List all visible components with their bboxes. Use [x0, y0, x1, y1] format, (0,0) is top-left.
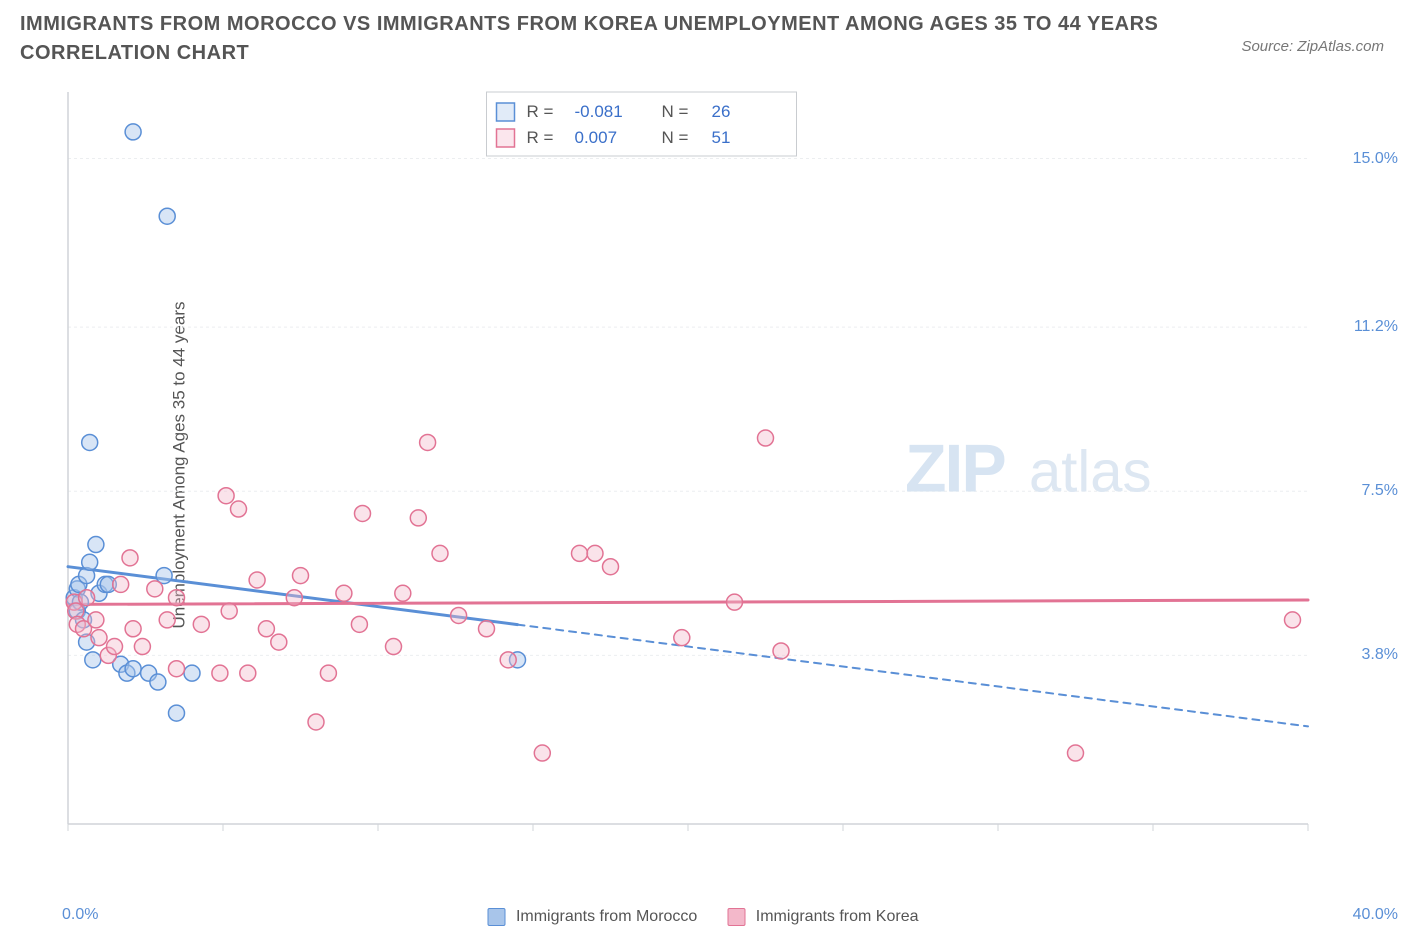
- x-axis-max-label: 40.0%: [1353, 906, 1398, 924]
- legend-swatch-morocco: [488, 908, 506, 926]
- source-attribution: Source: ZipAtlas.com: [1241, 38, 1384, 55]
- svg-text:R =: R =: [527, 128, 554, 147]
- svg-text:R =: R =: [527, 102, 554, 121]
- chart-svg: ZIP atlas R = -0.081 N = 26 R = 0.007 N = 51: [60, 86, 1380, 866]
- y-tick-label: 3.8%: [1362, 646, 1398, 664]
- svg-text:-0.081: -0.081: [575, 102, 623, 121]
- plot-area: ZIP atlas R = -0.081 N = 26 R = 0.007 N = 51: [60, 86, 1380, 866]
- legend-item-morocco: Immigrants from Morocco: [488, 908, 698, 926]
- y-tick-label: 11.2%: [1354, 318, 1398, 336]
- legend-text-morocco: Immigrants from Morocco: [516, 908, 697, 925]
- chart-root: IMMIGRANTS FROM MOROCCO VS IMMIGRANTS FR…: [0, 0, 1406, 930]
- svg-text:N =: N =: [662, 128, 689, 147]
- legend-item-korea: Immigrants from Korea: [727, 908, 918, 926]
- legend-swatch-korea: [727, 908, 745, 926]
- svg-text:51: 51: [712, 128, 731, 147]
- y-tick-label: 15.0%: [1353, 150, 1398, 168]
- svg-text:26: 26: [712, 102, 731, 121]
- svg-text:ZIP: ZIP: [905, 430, 1005, 506]
- legend-text-korea: Immigrants from Korea: [756, 908, 919, 925]
- x-axis-min-label: 0.0%: [62, 906, 98, 924]
- svg-text:atlas: atlas: [1029, 439, 1152, 504]
- chart-title: IMMIGRANTS FROM MOROCCO VS IMMIGRANTS FR…: [20, 10, 1186, 68]
- y-tick-label: 7.5%: [1362, 482, 1398, 500]
- svg-text:0.007: 0.007: [575, 128, 618, 147]
- bottom-legend: Immigrants from Morocco Immigrants from …: [488, 908, 919, 926]
- svg-text:N =: N =: [662, 102, 689, 121]
